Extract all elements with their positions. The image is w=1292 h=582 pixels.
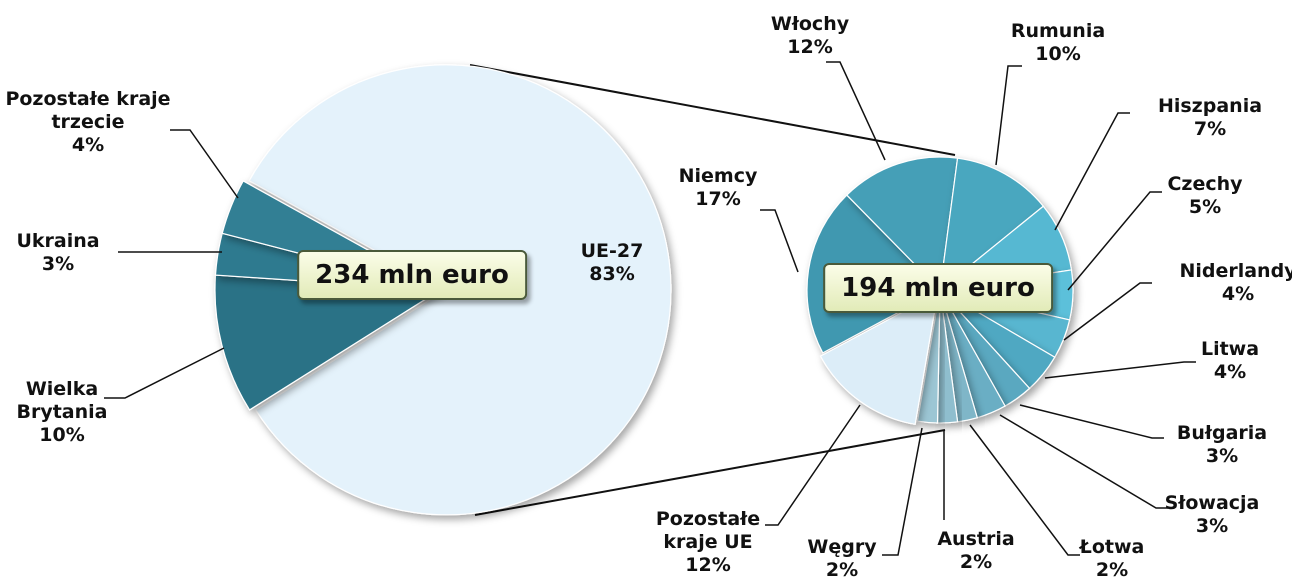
slice-name: Czechy <box>1167 173 1243 195</box>
slice-value: 3% <box>41 253 75 275</box>
slice-name: Słowacja <box>1164 492 1260 514</box>
slice-label: Litwa 4% <box>1201 338 1259 384</box>
pie-slice <box>214 274 442 411</box>
slice-name: Pozostałe kraje trzecie <box>5 88 171 133</box>
slice-name: Rumunia <box>1010 20 1106 42</box>
slice-name: Łotwa <box>1079 536 1145 558</box>
leader <box>760 209 799 273</box>
leader <box>1063 282 1152 341</box>
slice-label: Czechy 5% <box>1167 173 1242 219</box>
slice-label: Włochy 12% <box>771 13 849 59</box>
slice-name: Włochy <box>770 13 850 35</box>
slice-label: Pozostałe kraje UE 12% <box>643 508 773 577</box>
pie-slice <box>939 157 1045 292</box>
slice-value: 12% <box>685 554 731 576</box>
pie-slice <box>916 289 941 424</box>
pie-slice <box>845 156 959 292</box>
slice-value: 7% <box>1193 118 1227 140</box>
slice-value: 4% <box>71 134 105 156</box>
slice-value: 10% <box>39 424 85 446</box>
leader <box>1019 404 1164 439</box>
slice-value: 17% <box>695 188 741 210</box>
slice-value: 3% <box>1195 515 1229 537</box>
slice-name: Pozostałe kraje UE <box>655 508 761 553</box>
slice-label: Rumunia 10% <box>1011 20 1105 66</box>
pie-slice <box>819 292 939 426</box>
slice-name: Bułgaria <box>1176 422 1268 444</box>
slice-value: 4% <box>1221 283 1255 305</box>
slice-name: Ukraina <box>16 230 100 252</box>
slice-name: Litwa <box>1200 338 1260 360</box>
slice-name: Austria <box>937 528 1015 550</box>
slice-label: Niemcy 17% <box>679 165 758 211</box>
leader <box>882 427 923 556</box>
connector <box>474 429 946 516</box>
leader <box>826 61 886 161</box>
slice-label: Niderlandy 4% <box>1179 260 1292 306</box>
leader <box>765 404 861 526</box>
slice-label: Hiszpania 7% <box>1158 95 1262 141</box>
slice-label: Węgry 2% <box>807 536 876 582</box>
slice-label: Ukraina 3% <box>16 230 99 276</box>
slice-value: 83% <box>589 263 635 285</box>
slice-name: UE-27 <box>580 240 644 262</box>
slice-value: 2% <box>959 551 993 573</box>
leader <box>1054 112 1130 231</box>
slice-label: Wielka Brytania 10% <box>2 378 122 447</box>
leader-lines <box>104 61 1196 556</box>
connector-lines <box>469 64 956 516</box>
slice-value: 2% <box>825 559 859 581</box>
slice-value: 4% <box>1213 361 1247 383</box>
leader <box>995 65 1022 166</box>
slice-label: Pozostałe kraje trzecie 4% <box>3 88 173 157</box>
slice-name: Wielka Brytania <box>16 378 108 423</box>
slice-label: Łotwa 2% <box>1080 536 1145 582</box>
slice-name: Niderlandy <box>1179 260 1292 282</box>
center-label: 194 mln euro <box>823 263 1053 313</box>
leader <box>969 424 1080 556</box>
slice-name: Hiszpania <box>1157 95 1263 117</box>
slice-label: Bułgaria 3% <box>1177 422 1267 468</box>
connector <box>469 64 956 156</box>
slice-label: Słowacja 3% <box>1165 492 1260 538</box>
leader <box>104 347 225 399</box>
leader <box>170 129 239 199</box>
slice-name: Węgry <box>807 536 877 558</box>
leader <box>1067 191 1162 291</box>
slice-name: Niemcy <box>678 165 758 187</box>
slice-label: Austria 2% <box>937 528 1014 574</box>
slice-value: 10% <box>1035 43 1081 65</box>
slice-value: 2% <box>1095 559 1129 581</box>
center-label: 234 mln euro <box>297 250 527 300</box>
slice-value: 12% <box>787 36 833 58</box>
leader <box>1044 361 1196 379</box>
slice-value: 5% <box>1188 196 1222 218</box>
slice-value: 3% <box>1205 445 1239 467</box>
leader <box>999 414 1168 509</box>
slice-label: UE-27 83% <box>581 240 644 286</box>
